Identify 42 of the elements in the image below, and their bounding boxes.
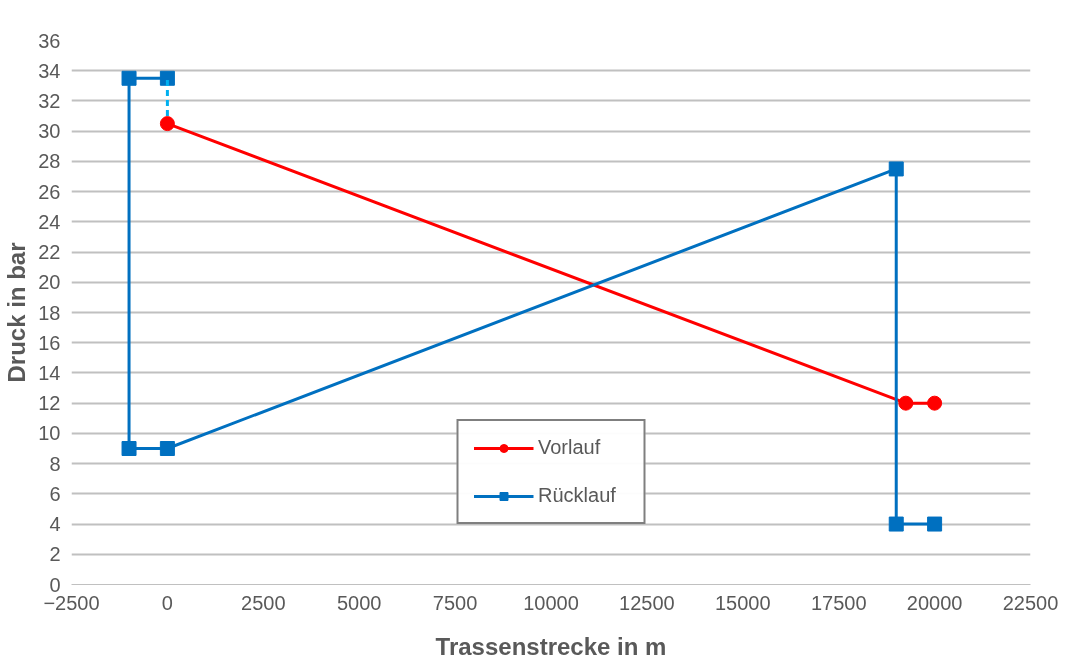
- point: [888, 161, 904, 177]
- point: [888, 516, 904, 532]
- x-tick-label: 5000: [336, 591, 382, 614]
- point: [927, 395, 943, 411]
- x-tick-label: 20000: [906, 591, 963, 614]
- y-axis-title: Druck in bar: [3, 242, 31, 383]
- y-tick-label: 28: [38, 150, 61, 173]
- x-tick-label: 0: [161, 591, 173, 614]
- y-tick-label: 4: [49, 513, 61, 536]
- y-tick-label: 26: [38, 180, 61, 203]
- y-tick-label: 32: [38, 89, 61, 112]
- point: [159, 116, 175, 132]
- legend-label: Vorlauf: [538, 436, 602, 459]
- point: [927, 516, 943, 532]
- y-tick-label: 2: [49, 543, 61, 566]
- x-tick-label: 22500: [1002, 591, 1059, 614]
- y-tick-label: 8: [49, 452, 61, 475]
- point: [898, 395, 914, 411]
- y-tick-label: 30: [38, 120, 61, 143]
- point: [159, 441, 175, 456]
- y-tick-label: 34: [38, 59, 61, 82]
- x-tick-label: 7500: [432, 591, 478, 614]
- x-tick-label: 15000: [714, 591, 771, 614]
- x-tick-label: 10000: [523, 591, 579, 614]
- x-axis-title: Trassenstrecke in m: [435, 632, 667, 660]
- y-tick-label: 10: [38, 422, 61, 445]
- y-tick-label: 12: [38, 392, 61, 415]
- y-tick-label: 20: [38, 271, 61, 294]
- point: [121, 70, 137, 86]
- y-tick-label: 6: [49, 482, 61, 505]
- y-tick-label: 22: [38, 241, 61, 264]
- y-tick-label: 36: [38, 29, 61, 52]
- x-tick-label: 2500: [241, 591, 286, 614]
- x-tick-label: 12500: [619, 591, 675, 614]
- x-tick-label: 17500: [810, 591, 867, 614]
- y-tick-label: 24: [38, 210, 61, 233]
- legend-label: Rücklauf: [538, 484, 617, 507]
- point: [121, 441, 137, 456]
- point: [159, 70, 175, 86]
- y-tick-label: 14: [38, 361, 61, 384]
- y-tick-label: 16: [38, 331, 61, 354]
- y-tick-label: 18: [38, 301, 61, 324]
